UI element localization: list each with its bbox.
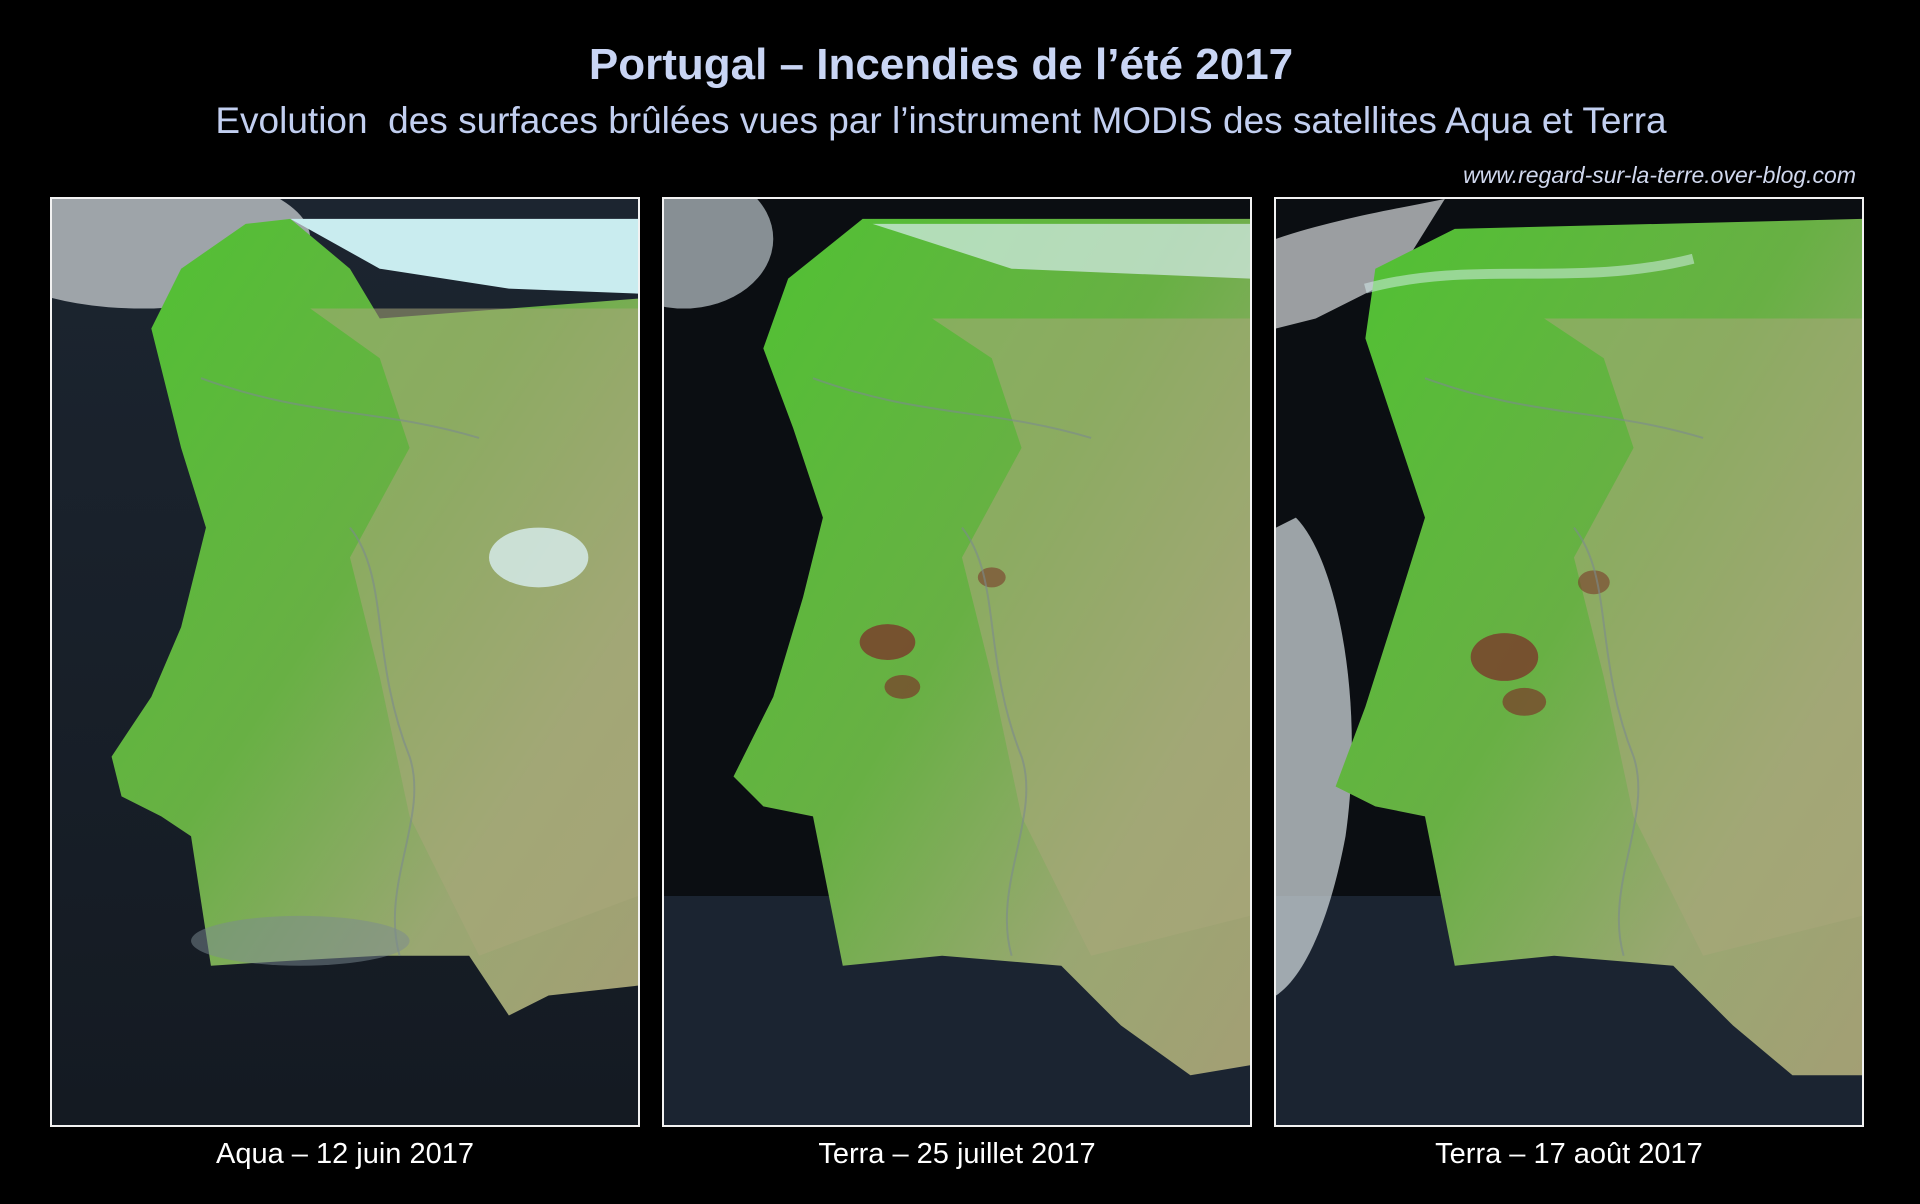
caption-aqua-june: Aqua – 12 juin 2017 [216, 1138, 474, 1170]
burn-scar [859, 624, 916, 661]
satellite-image-terra-july [662, 197, 1252, 1127]
satellite-image-terra-august [1274, 197, 1864, 1127]
cloud-cover [290, 218, 638, 294]
burn-scar [1470, 633, 1539, 681]
caption-terra-july: Terra – 25 juillet 2017 [818, 1138, 1096, 1170]
satellite-image-aqua-june-render [52, 199, 638, 1125]
cloud-cover [872, 223, 1250, 279]
caption-terra-august: Terra – 17 août 2017 [1435, 1138, 1703, 1170]
page-subtitle: Evolution des surfaces brûlées vues par … [215, 100, 1667, 141]
satellite-image-terra-august-render [1276, 199, 1862, 1125]
satellite-image-terra-july-render [664, 199, 1250, 1125]
page-title: Portugal – Incendies de l’été 2017 [588, 40, 1294, 89]
cloud-band [1276, 517, 1352, 996]
source-url: www.regard-sur-la-terre.over-blog.com [1463, 162, 1856, 188]
satellite-image-aqua-june [50, 197, 640, 1127]
